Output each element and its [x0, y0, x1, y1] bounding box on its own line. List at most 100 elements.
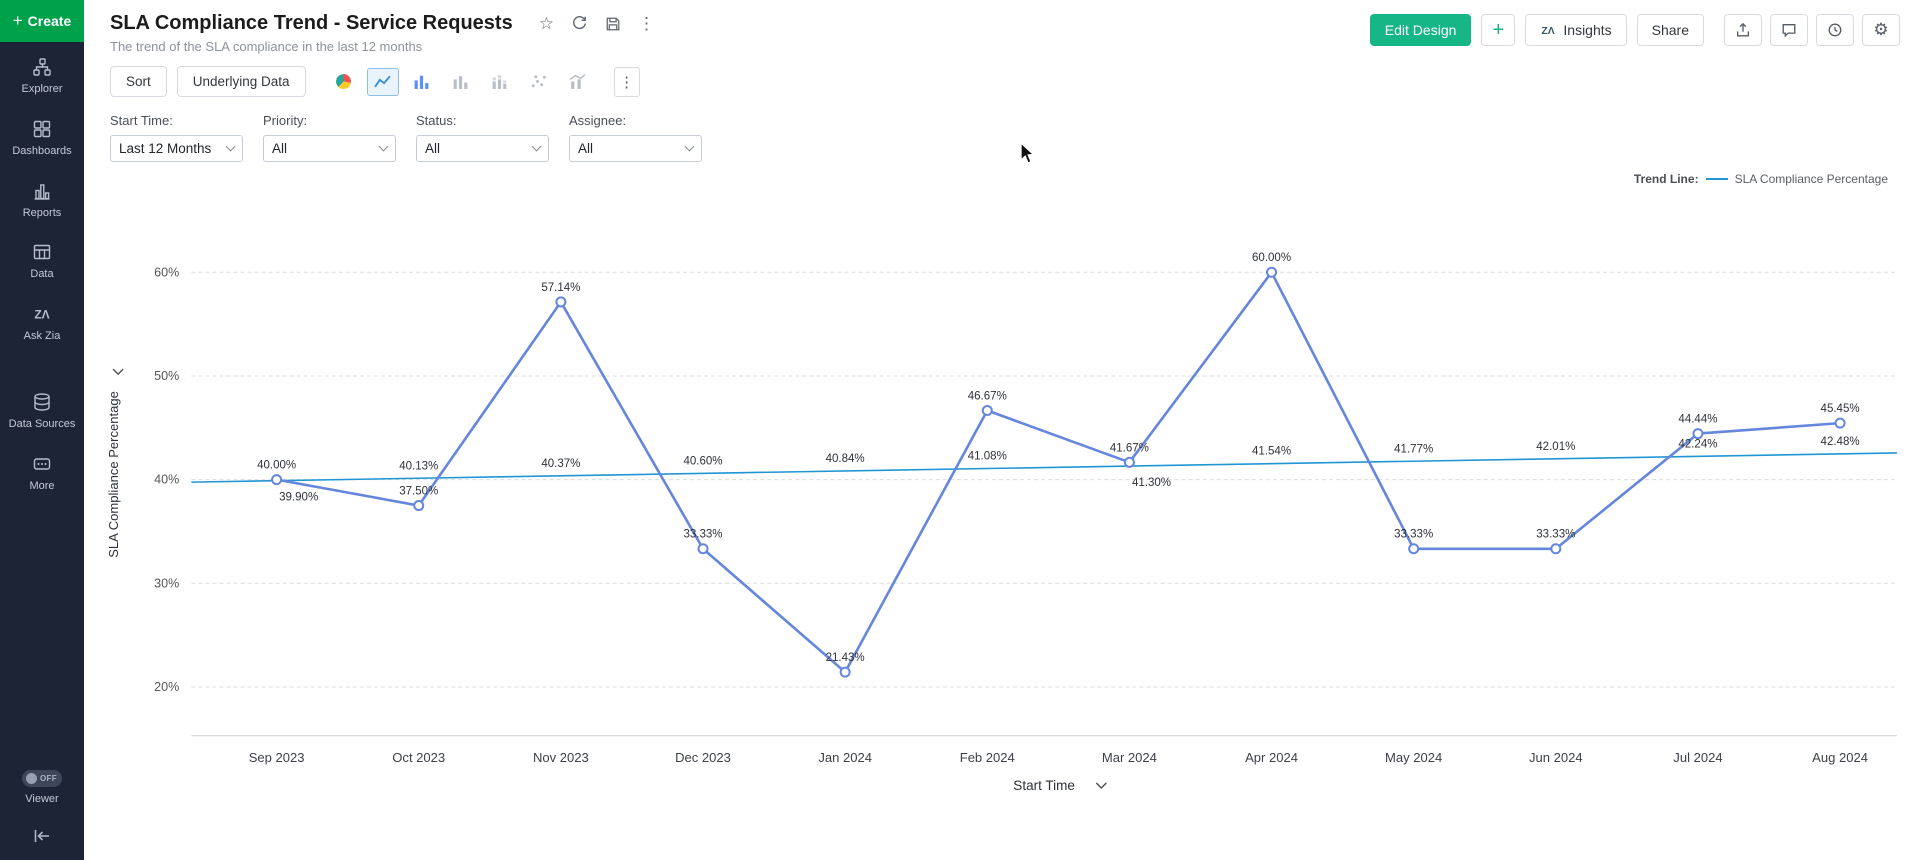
data-label: 41.67% — [1110, 442, 1149, 454]
edit-design-button[interactable]: Edit Design — [1369, 14, 1472, 46]
filter-value: All — [578, 141, 594, 156]
start-time-filter-dropdown[interactable]: Last 12 Months — [110, 135, 243, 162]
legend-series-label[interactable]: SLA Compliance Percentage — [1734, 172, 1888, 186]
filter-value: Last 12 Months — [119, 141, 212, 156]
trend-label: 41.77% — [1394, 443, 1433, 455]
comments-button[interactable] — [1770, 14, 1808, 46]
insights-button[interactable]: ZΛ Insights — [1525, 14, 1627, 46]
data-point[interactable] — [271, 474, 283, 486]
sidebar-item-ask-zia[interactable]: ZΛ Ask Zia — [0, 293, 84, 355]
data-point[interactable] — [1123, 456, 1135, 468]
x-tick-label: Mar 2024 — [1102, 750, 1157, 765]
sidebar-item-data[interactable]: Data — [0, 231, 84, 293]
save-icon[interactable] — [605, 16, 621, 32]
trend-label: 41.08% — [968, 450, 1007, 462]
history-clock-icon — [1828, 23, 1842, 37]
x-tick-label: Oct 2023 — [392, 750, 445, 765]
x-axis-title[interactable]: Start Time — [1013, 778, 1075, 793]
combo-chart-type-button[interactable] — [562, 68, 594, 96]
toggle-knob-icon — [26, 773, 37, 785]
x-tick-label: Feb 2024 — [960, 750, 1015, 765]
sidebar-item-label: Reports — [22, 206, 62, 219]
create-button[interactable]: + Create — [0, 0, 84, 42]
grouped-bar-chart-type-button[interactable] — [445, 68, 477, 96]
dashboards-icon — [33, 120, 51, 137]
sidebar-item-label: Ask Zia — [23, 330, 61, 342]
data-label: 33.33% — [683, 529, 722, 541]
data-point[interactable] — [1692, 428, 1704, 440]
filter-label: Assignee: — [569, 113, 627, 128]
scatter-chart-type-button[interactable] — [523, 68, 555, 96]
legend-title: Trend Line: — [1633, 172, 1699, 186]
export-button[interactable] — [1724, 14, 1762, 46]
header-left: SLA Compliance Trend - Service Requests … — [110, 12, 655, 54]
x-tick-label: Jul 2024 — [1673, 750, 1722, 765]
trend-label: 40.60% — [683, 455, 722, 467]
y-axis-chevron-icon[interactable] — [112, 368, 124, 376]
data-label: 45.45% — [1821, 403, 1860, 415]
collapse-sidebar-button[interactable] — [0, 818, 84, 860]
data-icon — [33, 245, 51, 260]
pie-chart-type-button[interactable] — [328, 68, 360, 96]
data-point[interactable] — [697, 543, 709, 555]
export-icon — [1737, 22, 1749, 37]
svg-text:ZΛ: ZΛ — [34, 308, 49, 322]
data-label: 44.44% — [1678, 414, 1717, 426]
filter-status: Status: All — [416, 113, 549, 162]
y-tick-label: 30% — [154, 576, 179, 590]
viewer-label: Viewer — [25, 793, 59, 806]
trend-chart[interactable]: 20% 30% 40% 50% 60% Sep 2023 Oct 2023 Nov 2023 D… — [96, 186, 1912, 803]
sidebar-item-dashboards[interactable]: Dashboards — [0, 108, 84, 170]
sidebar-spacer — [0, 355, 84, 381]
stacked-bar-chart-type-button[interactable] — [484, 68, 516, 96]
sidebar-item-label: Explorer — [21, 83, 63, 95]
data-label: 21.43% — [826, 652, 865, 664]
x-tick-label: Aug 2024 — [1812, 750, 1868, 765]
svg-text:ZΛ: ZΛ — [1542, 26, 1555, 37]
x-axis-chevron-icon[interactable] — [1095, 782, 1107, 790]
scatter-chart-icon — [531, 75, 546, 88]
report-header: SLA Compliance Trend - Service Requests … — [84, 0, 1920, 56]
assignee-filter-dropdown[interactable]: All — [569, 135, 702, 162]
x-tick-label: Sep 2023 — [249, 750, 305, 765]
priority-filter-dropdown[interactable]: All — [263, 135, 396, 162]
history-button[interactable] — [1816, 14, 1854, 46]
trend-label: 41.30% — [1132, 477, 1171, 489]
add-button[interactable]: + — [1481, 14, 1516, 46]
viewer-toggle-pill[interactable]: OFF — [22, 770, 62, 788]
refresh-icon[interactable] — [571, 15, 588, 32]
bar-chart-icon — [414, 75, 429, 89]
share-button[interactable]: Share — [1636, 14, 1704, 46]
stacked-bar-chart-icon — [492, 75, 507, 89]
line-chart-type-button[interactable] — [366, 67, 399, 96]
settings-button[interactable]: ⚙ — [1862, 14, 1900, 46]
bar-chart-type-button[interactable] — [406, 68, 438, 96]
trend-label: 42.24% — [1678, 438, 1717, 450]
viewer-toggle[interactable]: OFF Viewer — [0, 759, 84, 818]
underlying-data-button[interactable]: Underlying Data — [176, 66, 306, 97]
more-chart-types-button[interactable]: ⋮ — [613, 66, 640, 97]
sort-button[interactable]: Sort — [110, 66, 167, 97]
sidebar-item-reports[interactable]: Reports — [0, 170, 84, 232]
insights-label: Insights — [1563, 22, 1612, 38]
more-options-icon[interactable]: ⋮ — [637, 14, 655, 33]
filter-value: All — [425, 141, 441, 156]
favorite-star-icon[interactable]: ☆ — [538, 14, 554, 33]
data-point[interactable] — [1550, 543, 1562, 555]
data-point[interactable] — [555, 296, 567, 308]
sidebar-item-explorer[interactable]: Explorer — [0, 46, 84, 108]
data-point[interactable] — [1408, 543, 1420, 555]
sidebar-nav: Explorer Dashboards Reports Data ZΛ Ask … — [0, 42, 84, 860]
filter-priority: Priority: All — [263, 113, 396, 162]
data-point[interactable] — [1266, 266, 1278, 278]
line-chart-icon — [374, 75, 391, 88]
y-tick-label: 60% — [154, 265, 179, 279]
sidebar-item-more[interactable]: More — [0, 443, 84, 505]
sidebar-item-data-sources[interactable]: Data Sources — [0, 381, 84, 443]
data-point[interactable] — [839, 666, 851, 678]
data-point[interactable] — [1834, 417, 1846, 429]
status-filter-dropdown[interactable]: All — [416, 135, 549, 162]
data-point[interactable] — [981, 404, 993, 417]
chart-area: 20% 30% 40% 50% 60% Sep 2023 Oct 2023 Nov 2023 D… — [84, 186, 1920, 860]
data-point[interactable] — [413, 500, 425, 512]
